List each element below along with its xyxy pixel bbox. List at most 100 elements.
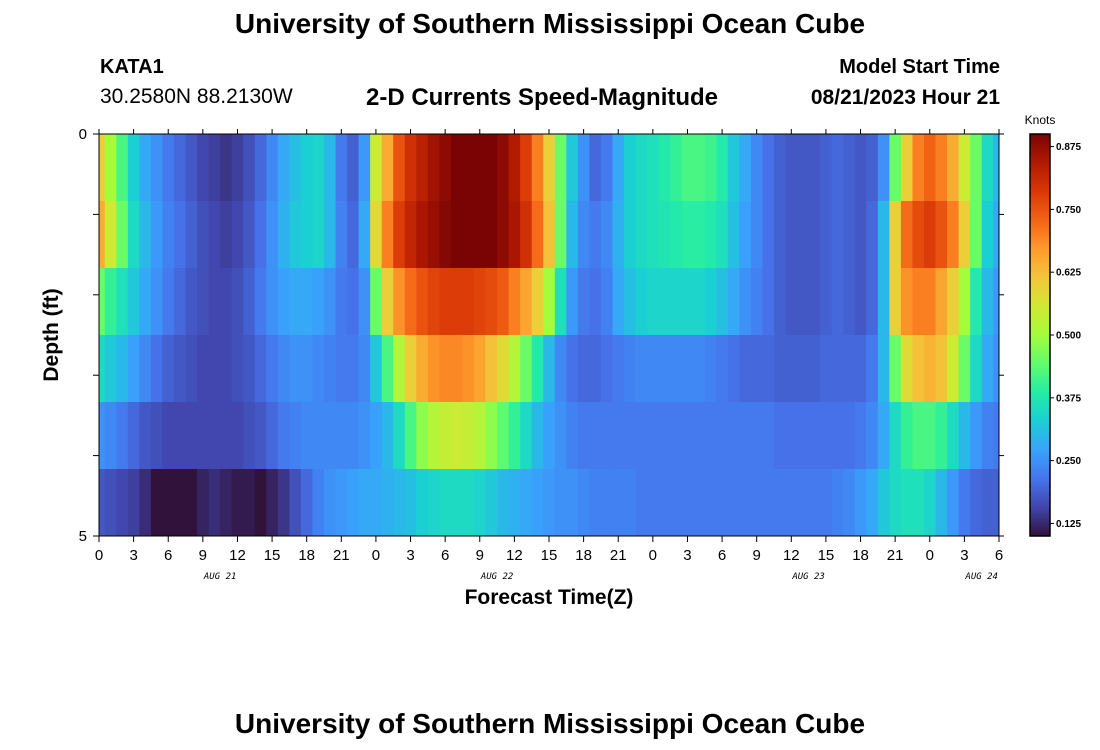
heatmap-cell — [854, 268, 867, 336]
heatmap-cell — [900, 201, 913, 269]
heatmap-cell — [324, 402, 336, 470]
heatmap-cell — [393, 201, 406, 269]
heatmap-cell — [127, 335, 140, 403]
heatmap-cell — [889, 402, 902, 470]
heatmap-cell — [589, 268, 602, 336]
heatmap-cell — [208, 134, 221, 202]
heatmap-cell — [750, 268, 763, 336]
heatmap-cell — [704, 402, 717, 470]
heatmap-cell — [162, 335, 175, 403]
heatmap-cell — [947, 268, 960, 336]
heatmap-cell — [970, 268, 983, 336]
heatmap-cell — [462, 402, 475, 470]
heatmap-cell — [174, 268, 186, 336]
heatmap-cell — [693, 201, 706, 269]
x-tick-label: 21 — [887, 547, 904, 564]
heatmap-cell — [889, 469, 902, 537]
heatmap-cell — [347, 402, 360, 470]
heatmap-cell — [750, 201, 763, 269]
heatmap-cell — [300, 134, 313, 202]
x-tick-label: 9 — [476, 547, 484, 564]
heatmap-cell — [912, 201, 925, 269]
heatmap-cell — [231, 268, 244, 336]
heatmap-cell — [358, 469, 371, 537]
heatmap-cell — [174, 201, 186, 269]
heatmap-cell — [99, 402, 106, 470]
heatmap-cell — [127, 201, 140, 269]
heatmap-cell — [162, 134, 175, 202]
heatmap-cell — [727, 134, 740, 202]
heatmap-cell — [612, 268, 625, 336]
heatmap-cell — [958, 402, 971, 470]
heatmap-cell — [474, 134, 486, 202]
heatmap-cell — [324, 268, 336, 336]
heatmap-cell — [589, 402, 602, 470]
heatmap-cell — [439, 469, 452, 537]
heatmap-cell — [947, 134, 960, 202]
heatmap-cell — [508, 469, 521, 537]
heatmap-cell — [924, 402, 936, 470]
heatmap-cell — [577, 268, 590, 336]
heatmap-cell — [277, 201, 290, 269]
x-tick-label: 6 — [164, 547, 172, 564]
heatmap-cell — [900, 134, 913, 202]
heatmap-cell — [577, 469, 590, 537]
heatmap-cell — [797, 134, 810, 202]
heatmap-cell — [785, 469, 798, 537]
heatmap-cell — [220, 201, 233, 269]
heatmap-cell — [243, 134, 256, 202]
heatmap-cell — [520, 134, 533, 202]
y-tick-label: 0 — [79, 126, 87, 143]
heatmap-cell — [174, 402, 186, 470]
heatmap-cell — [139, 402, 152, 470]
heatmap-cell — [300, 402, 313, 470]
x-tick-label: 6 — [441, 547, 449, 564]
colorbar-tick-label: 0.750 — [1056, 205, 1081, 216]
heatmap-cell — [416, 335, 429, 403]
heatmap-cell — [185, 268, 198, 336]
heatmap-cell — [647, 469, 660, 537]
heatmap-cell — [589, 469, 602, 537]
heatmap-cell — [289, 335, 302, 403]
heatmap-cell — [831, 268, 844, 336]
heatmap-cell — [820, 201, 833, 269]
heatmap-cell — [531, 402, 544, 470]
heatmap-cell — [866, 201, 879, 269]
heatmap-cell — [300, 201, 313, 269]
heatmap-cell — [658, 134, 671, 202]
heatmap-cell — [381, 201, 394, 269]
heatmap-cell — [416, 201, 429, 269]
heatmap-cell — [450, 469, 463, 537]
heatmap-cell — [750, 402, 763, 470]
heatmap-cell — [370, 335, 383, 403]
heatmap-cell — [577, 335, 590, 403]
heatmap-cell — [843, 335, 856, 403]
heatmap-cell — [404, 134, 417, 202]
heatmap-cell — [889, 134, 902, 202]
heatmap-cell — [727, 469, 740, 537]
x-tick-label: 12 — [229, 547, 246, 564]
heatmap-cell — [427, 134, 440, 202]
heatmap-cell — [831, 134, 844, 202]
heatmap-cell — [312, 402, 325, 470]
date-label: AUG 21 — [203, 572, 237, 582]
heatmap-cell — [243, 469, 256, 537]
heatmap-cell — [335, 469, 348, 537]
heatmap-cell — [774, 201, 786, 269]
heatmap-cell — [624, 268, 636, 336]
station-name: KATA1 — [100, 56, 164, 78]
heatmap-cell — [762, 402, 775, 470]
heatmap-cell — [635, 335, 648, 403]
heatmap-cell — [727, 201, 740, 269]
heatmap-cell — [693, 268, 706, 336]
heatmap-cell — [970, 335, 983, 403]
heatmap-cell — [208, 402, 221, 470]
heatmap-cell — [704, 201, 717, 269]
heatmap-cell — [543, 134, 556, 202]
heatmap-cell — [808, 268, 821, 336]
heatmap-cell — [831, 335, 844, 403]
colorbar-unit: Knots — [1025, 113, 1056, 127]
heatmap-cell — [197, 402, 210, 470]
heatmap-cell — [185, 201, 198, 269]
heatmap-cell — [127, 268, 140, 336]
